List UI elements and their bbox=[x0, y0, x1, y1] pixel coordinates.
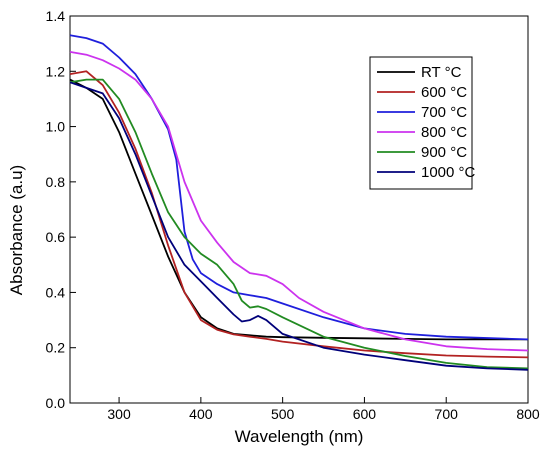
legend-items: RT °C 600 °C 700 °C 800 °C 900 °C 1000 °C bbox=[377, 64, 476, 181]
legend-label: RT °C bbox=[421, 64, 462, 81]
x-tick-label: 400 bbox=[189, 406, 213, 422]
y-axis-title: Absorbance (a.u) bbox=[7, 165, 26, 295]
x-tick-label: 800 bbox=[516, 406, 540, 422]
legend: RT °C 600 °C 700 °C 800 °C 900 °C 1000 °C bbox=[369, 56, 476, 190]
x-tick-label: 700 bbox=[435, 406, 459, 422]
series-line bbox=[69, 34, 529, 341]
y-tick-label: 1.0 bbox=[46, 119, 66, 135]
legend-label: 900 °C bbox=[421, 144, 467, 161]
x-tick-label: 600 bbox=[353, 406, 377, 422]
legend-label: 800 °C bbox=[421, 124, 467, 141]
series-line bbox=[69, 78, 529, 370]
y-axis: 0.0 0.2 0.4 0.6 0.8 1.0 1.2 1.4 bbox=[46, 8, 76, 411]
series-lines bbox=[69, 34, 529, 371]
y-tick-label: 0.0 bbox=[46, 395, 66, 411]
legend-box bbox=[369, 56, 473, 190]
series-line bbox=[69, 81, 529, 371]
series-line bbox=[69, 51, 529, 352]
y-tick-label: 0.4 bbox=[46, 284, 66, 300]
y-tick-label: 0.8 bbox=[46, 174, 66, 190]
y-tick-label: 0.6 bbox=[46, 229, 66, 245]
legend-label: 1000 °C bbox=[421, 164, 476, 181]
x-tick-label: 300 bbox=[107, 406, 131, 422]
y-tick-label: 1.4 bbox=[46, 8, 66, 24]
x-axis: 300 400 500 600 700 800 bbox=[107, 397, 540, 422]
legend-label: 700 °C bbox=[421, 104, 467, 121]
legend-label: 600 °C bbox=[421, 84, 467, 101]
x-tick-label: 500 bbox=[271, 406, 295, 422]
plot-frame bbox=[69, 15, 529, 404]
series-line bbox=[69, 70, 529, 359]
x-axis-title: Wavelength (nm) bbox=[235, 427, 364, 446]
y-tick-label: 1.2 bbox=[46, 63, 66, 79]
y-tick-label: 0.2 bbox=[46, 340, 66, 356]
